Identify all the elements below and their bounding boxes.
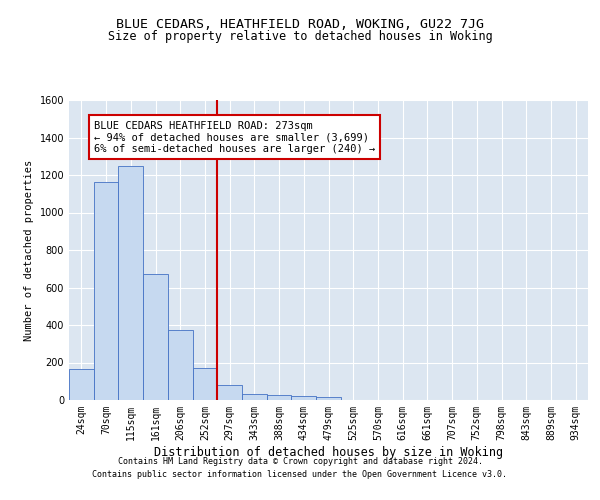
Text: Contains HM Land Registry data © Crown copyright and database right 2024.: Contains HM Land Registry data © Crown c…	[118, 458, 482, 466]
Text: Size of property relative to detached houses in Woking: Size of property relative to detached ho…	[107, 30, 493, 43]
Bar	[118, 166, 143, 400]
Text: BLUE CEDARS HEATHFIELD ROAD: 273sqm
← 94% of detached houses are smaller (3,699): BLUE CEDARS HEATHFIELD ROAD: 273sqm ← 94…	[94, 120, 375, 154]
Bar	[143, 274, 168, 400]
Bar	[242, 394, 267, 400]
Bar	[193, 368, 217, 400]
Bar	[168, 330, 193, 400]
Bar	[69, 369, 94, 400]
Bar	[267, 396, 292, 400]
X-axis label: Distribution of detached houses by size in Woking: Distribution of detached houses by size …	[154, 446, 503, 458]
Bar	[316, 397, 341, 400]
Bar	[292, 396, 316, 400]
Y-axis label: Number of detached properties: Number of detached properties	[24, 160, 34, 340]
Bar	[94, 182, 118, 400]
Text: Contains public sector information licensed under the Open Government Licence v3: Contains public sector information licen…	[92, 470, 508, 479]
Text: BLUE CEDARS, HEATHFIELD ROAD, WOKING, GU22 7JG: BLUE CEDARS, HEATHFIELD ROAD, WOKING, GU…	[116, 18, 484, 30]
Bar	[217, 385, 242, 400]
